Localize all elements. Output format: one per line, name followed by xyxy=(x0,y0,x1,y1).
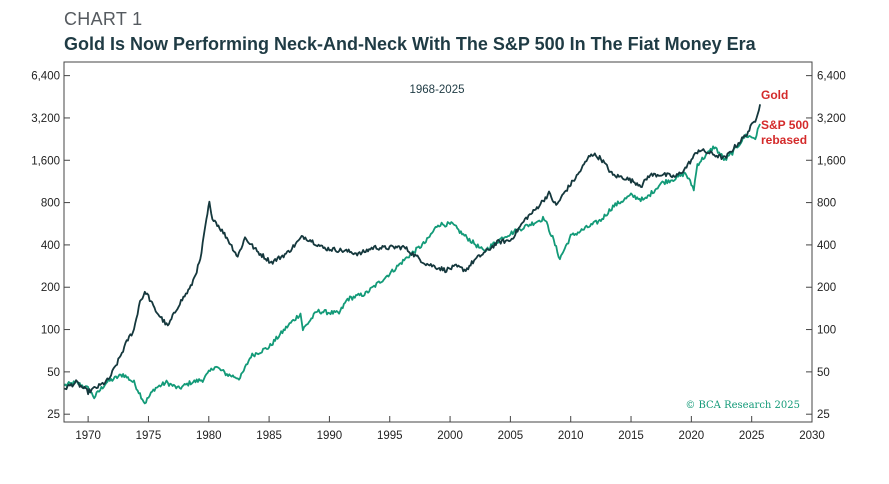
x-tick-label: 1975 xyxy=(136,430,162,442)
y-tick-label-right: 1,600 xyxy=(817,155,846,167)
legend-label-sp500: S&P 500 rebased xyxy=(761,118,809,147)
sp500-series-line xyxy=(63,123,761,405)
y-tick-label-left: 800 xyxy=(41,198,60,210)
y-tick-label-right: 25 xyxy=(817,409,830,421)
y-tick-label-right: 800 xyxy=(817,198,836,210)
y-tick-label-right: 3,200 xyxy=(817,113,846,125)
x-tick-label: 2010 xyxy=(558,430,584,442)
y-tick-label-right: 400 xyxy=(817,240,836,252)
chart-title: Gold Is Now Performing Neck-And-Neck Wit… xyxy=(64,34,756,54)
x-tick-label: 2000 xyxy=(437,430,463,442)
y-tick-label-right: 6,400 xyxy=(817,71,846,83)
y-tick-label-left: 100 xyxy=(41,325,60,337)
date-range-label: 1968-2025 xyxy=(410,84,465,96)
y-tick-label-right: 100 xyxy=(817,325,836,337)
y-tick-label-right: 50 xyxy=(817,367,830,379)
y-tick-label-left: 6,400 xyxy=(31,71,60,83)
legend-label-gold: Gold xyxy=(761,88,788,102)
x-tick-label: 2020 xyxy=(679,430,705,442)
x-tick-label: 1970 xyxy=(75,430,101,442)
plot-frame xyxy=(63,61,813,423)
x-tick-label: 1980 xyxy=(196,430,222,442)
x-tick-label: 2015 xyxy=(618,430,644,442)
y-tick-label-left: 400 xyxy=(41,240,60,252)
x-tick-label: 2030 xyxy=(799,430,825,442)
x-tick-label: 1990 xyxy=(317,430,343,442)
x-tick-label: 2005 xyxy=(498,430,524,442)
y-tick-label-left: 25 xyxy=(47,409,60,421)
y-tick-label-left: 1,600 xyxy=(31,155,60,167)
x-tick-label: 1995 xyxy=(377,430,403,442)
x-tick-label: 2025 xyxy=(739,430,765,442)
gold-series-line xyxy=(63,104,761,396)
chart-number-label: CHART 1 xyxy=(64,9,143,29)
copyright-note: © BCA Research 2025 xyxy=(685,400,800,411)
y-tick-label-left: 200 xyxy=(41,282,60,294)
y-tick-label-left: 50 xyxy=(47,367,60,379)
y-tick-label-right: 200 xyxy=(817,282,836,294)
y-tick-label-left: 3,200 xyxy=(31,113,60,125)
x-tick-label: 1985 xyxy=(256,430,282,442)
